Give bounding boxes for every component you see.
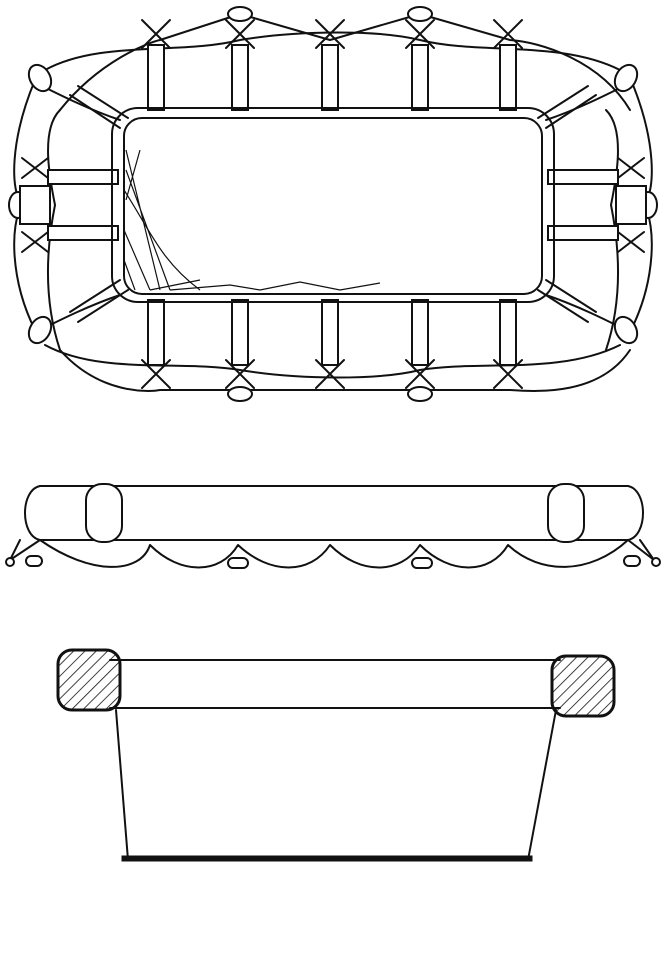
profile-view — [5, 483, 661, 569]
plan-straps — [19, 44, 647, 366]
plan-lashings — [21, 19, 645, 389]
section-view — [56, 648, 616, 862]
plan-deck — [111, 107, 555, 303]
plan-floats — [8, 6, 658, 402]
